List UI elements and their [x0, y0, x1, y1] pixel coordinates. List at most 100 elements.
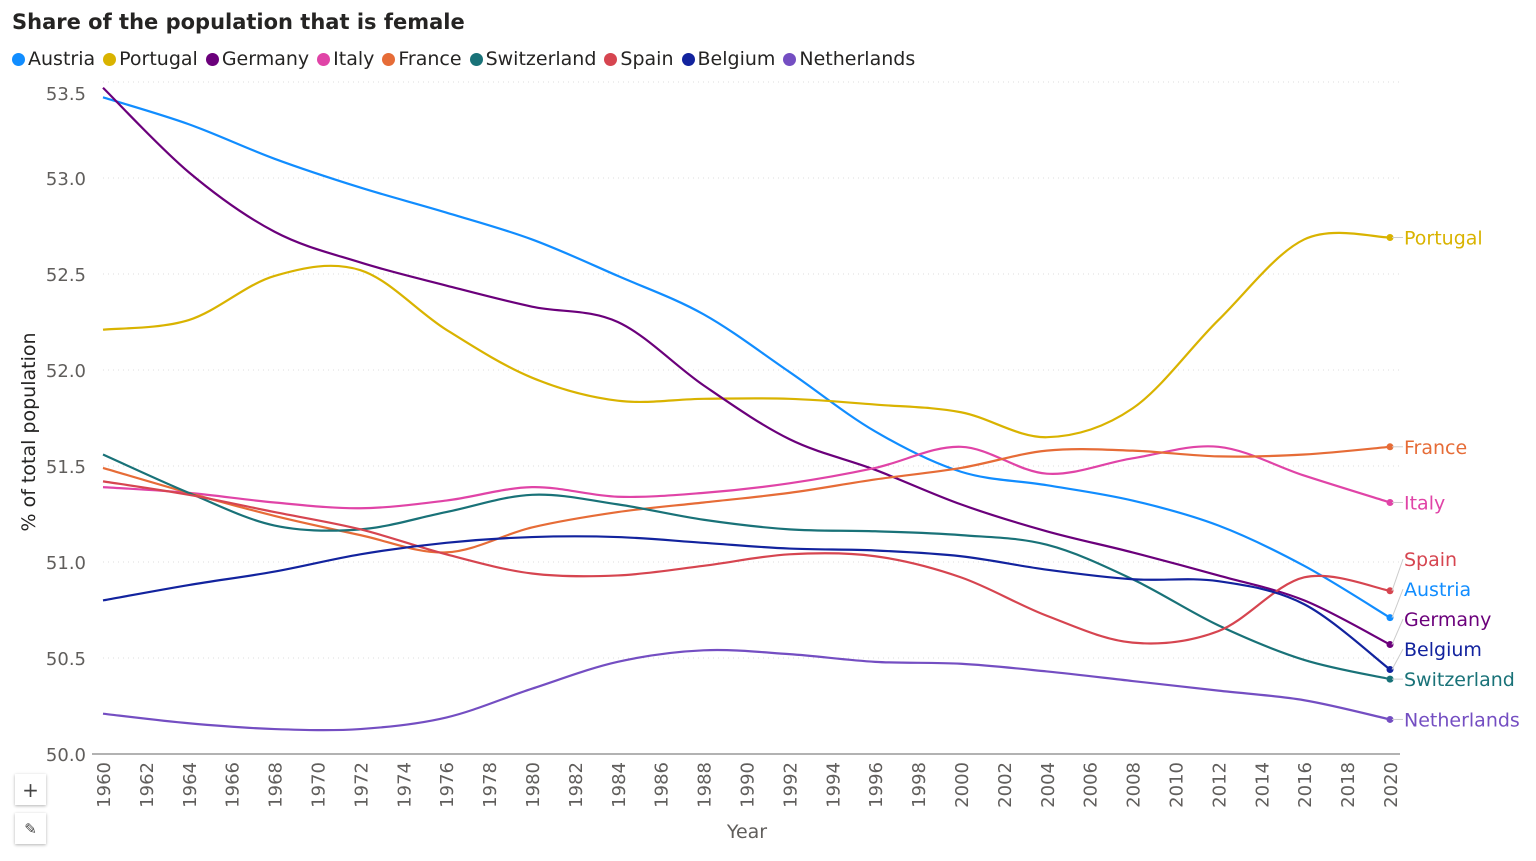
series-line-italy	[102, 445, 1391, 510]
y-tick-label: 51.5	[46, 457, 86, 478]
y-tick-label: 50.5	[46, 649, 86, 670]
end-label-portugal: Portugal	[1404, 228, 1483, 250]
legend-label: Spain	[620, 48, 674, 70]
end-marker-switzerland	[1386, 675, 1394, 683]
end-label-switzerland: Switzerland	[1404, 669, 1515, 691]
series-line-switzerland	[102, 453, 1391, 681]
label-leader	[1391, 648, 1404, 670]
chart-title: Share of the population that is female	[12, 10, 465, 34]
x-tick-label: 2004	[1038, 762, 1059, 808]
x-tick-label: 1998	[909, 762, 930, 808]
legend-label: Netherlands	[799, 48, 916, 70]
legend-marker	[12, 52, 25, 66]
x-tick-label: 1984	[609, 762, 630, 808]
label-leader	[1391, 588, 1404, 618]
legend-label: Germany	[221, 48, 310, 70]
y-tick-label: 53.0	[46, 169, 86, 190]
legend-item-austria[interactable]: Austria	[12, 48, 95, 70]
series-line-portugal	[102, 231, 1391, 439]
legend-marker	[205, 52, 219, 66]
series-line-spain	[102, 480, 1391, 645]
end-marker-belgium	[1386, 666, 1394, 674]
legend-marker	[604, 52, 618, 66]
legend: Austria Portugal Germany Italy France Switzer…	[12, 48, 915, 70]
x-tick-label: 1972	[351, 762, 372, 808]
legend-label: Austria	[28, 48, 96, 70]
y-tick-label: 50.0	[46, 745, 86, 766]
plus-icon: +	[22, 777, 39, 802]
legend-marker	[317, 52, 331, 66]
legend-item-portugal[interactable]: Portugal	[103, 48, 198, 70]
x-tick-label: 2016	[1295, 762, 1316, 808]
end-label-austria: Austria	[1404, 579, 1471, 601]
legend-item-germany[interactable]: Germany	[205, 48, 310, 70]
x-tick-label: 1974	[394, 762, 415, 808]
legend-label: Belgium	[697, 48, 776, 70]
x-tick-label: 2008	[1124, 762, 1145, 808]
x-tick-label: 2014	[1252, 762, 1273, 808]
y-tick-label: 53.5	[46, 84, 86, 105]
zoom-button[interactable]: +	[15, 774, 46, 805]
end-label-netherlands: Netherlands	[1404, 709, 1520, 731]
x-tick-label: 1996	[866, 762, 887, 808]
end-marker-france	[1386, 443, 1394, 451]
y-axis-title: % of total population	[18, 332, 40, 531]
end-marker-netherlands	[1386, 715, 1394, 723]
end-marker-italy	[1386, 498, 1394, 506]
legend-item-spain[interactable]: Spain	[604, 48, 674, 70]
legend-label: France	[398, 48, 462, 70]
legend-marker	[103, 52, 117, 66]
legend-label: Portugal	[119, 48, 198, 70]
y-tick-label: 51.0	[46, 553, 86, 574]
legend-item-netherlands[interactable]: Netherlands	[783, 48, 915, 70]
legend-label: Switzerland	[485, 48, 597, 70]
x-tick-label: 1962	[137, 762, 158, 808]
label-leader	[1391, 618, 1404, 645]
x-tick-label: 2000	[952, 762, 973, 808]
x-tick-label: 2010	[1167, 762, 1188, 808]
legend-item-switzerland[interactable]: Switzerland	[469, 48, 597, 70]
x-tick-label: 1988	[695, 762, 716, 808]
legend-marker	[469, 52, 483, 66]
label-leader	[1391, 558, 1404, 591]
end-marker-austria	[1386, 614, 1394, 622]
x-tick-label: 2002	[995, 762, 1016, 808]
legend-marker	[681, 52, 695, 66]
end-marker-spain	[1386, 587, 1394, 595]
series-line-france	[102, 445, 1391, 554]
legend-item-italy[interactable]: Italy	[317, 48, 374, 70]
y-tick-label: 52.5	[46, 265, 86, 286]
legend-marker	[783, 52, 797, 66]
y-tick-label: 52.0	[46, 361, 86, 382]
end-marker-germany	[1386, 641, 1394, 649]
x-tick-label: 2020	[1381, 762, 1402, 808]
x-tick-label: 1964	[180, 762, 201, 808]
series-line-austria	[102, 96, 1391, 619]
legend-item-belgium[interactable]: Belgium	[681, 48, 776, 70]
x-tick-label: 1968	[266, 762, 287, 808]
end-label-france: France	[1404, 437, 1467, 459]
legend-label: Italy	[333, 48, 375, 70]
end-label-germany: Germany	[1404, 609, 1491, 631]
x-tick-label: 1986	[652, 762, 673, 808]
series-line-germany	[102, 86, 1391, 646]
x-axis-title: Year	[726, 821, 767, 843]
x-tick-label: 1970	[309, 762, 330, 808]
x-tick-label: 1976	[437, 762, 458, 808]
legend-item-france[interactable]: France	[382, 48, 462, 70]
end-marker-portugal	[1386, 234, 1394, 242]
end-label-belgium: Belgium	[1404, 639, 1482, 661]
x-tick-label: 1990	[738, 762, 759, 808]
x-tick-label: 1978	[480, 762, 501, 808]
x-tick-label: 1992	[780, 762, 801, 808]
legend-marker	[382, 52, 396, 66]
series-line-belgium	[102, 535, 1391, 671]
edit-button[interactable]: ✎	[15, 813, 46, 844]
x-tick-label: 2012	[1209, 762, 1230, 808]
x-tick-label: 2018	[1338, 762, 1359, 808]
series-line-netherlands	[102, 648, 1391, 732]
x-tick-label: 2006	[1081, 762, 1102, 808]
end-label-italy: Italy	[1404, 492, 1445, 514]
x-tick-label: 1960	[94, 762, 115, 808]
